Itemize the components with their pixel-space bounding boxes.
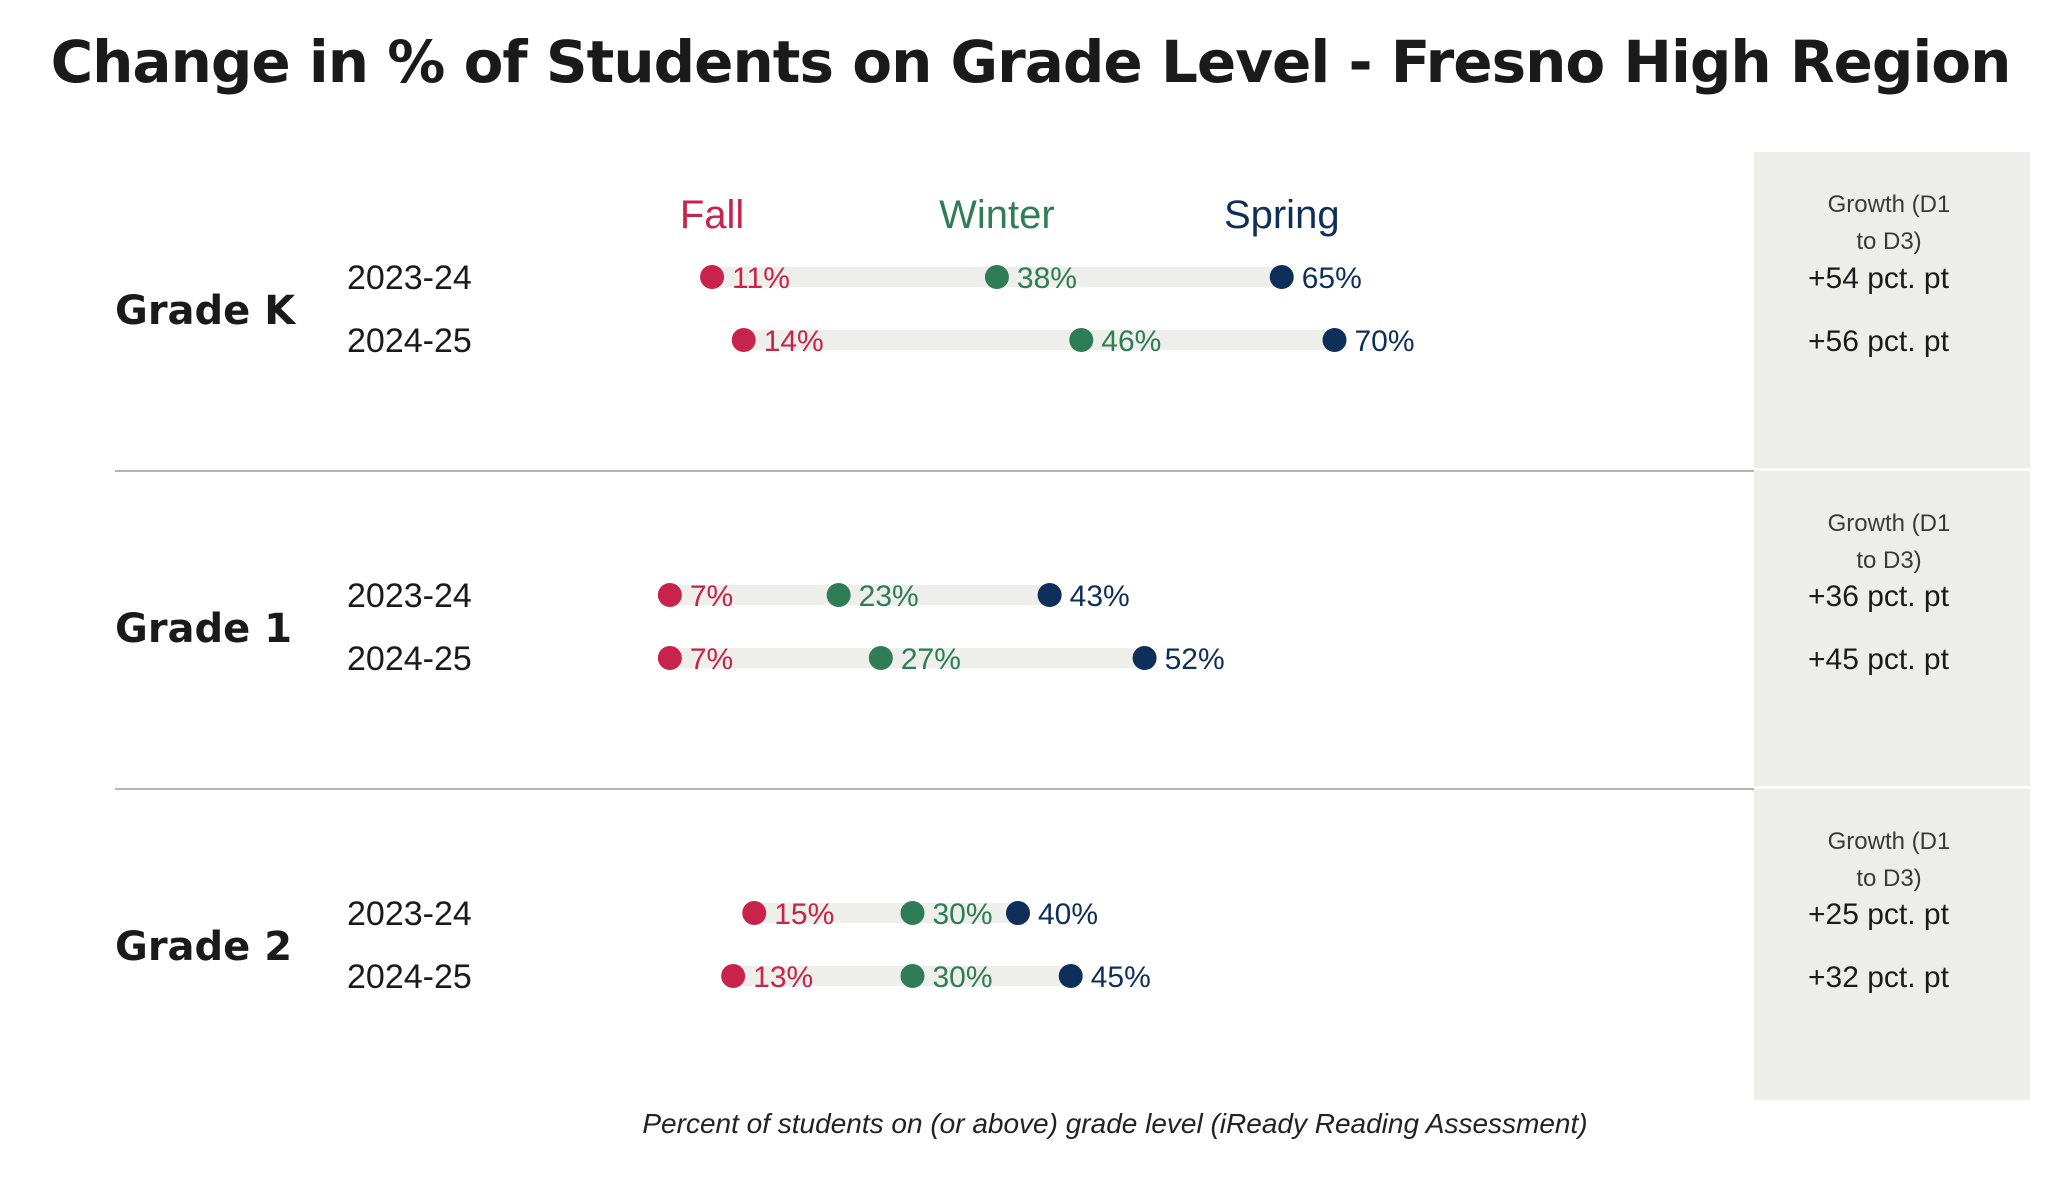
growth-header: to D3): [1856, 228, 1921, 255]
growth-header: to D3): [1856, 865, 1921, 892]
dot-winter: [868, 646, 893, 670]
dot-fall: [657, 583, 682, 607]
dot-spring: [1269, 265, 1294, 289]
year-label: 2024-25: [347, 640, 472, 678]
growth-header: Growth (D1: [1828, 510, 1951, 537]
dot-fall: [657, 646, 682, 670]
grade-label: Grade K: [115, 288, 297, 334]
dot-fall: [721, 964, 746, 988]
growth-value: +32 pct. pt: [1808, 961, 1950, 994]
value-label-spring: 52%: [1165, 643, 1225, 676]
dot-winter: [984, 265, 1009, 289]
value-label-fall: 15%: [774, 898, 834, 931]
year-label: 2023-24: [347, 577, 472, 615]
dot-spring: [1058, 964, 1083, 988]
dot-fall: [742, 901, 767, 925]
year-label: 2023-24: [347, 895, 472, 933]
value-label-spring: 45%: [1091, 961, 1151, 994]
value-label-winter: 23%: [859, 580, 919, 613]
value-label-winter: 30%: [933, 961, 993, 994]
growth-header: Growth (D1: [1828, 828, 1951, 855]
growth-panel: [1754, 789, 2030, 1100]
value-label-winter: 30%: [933, 898, 993, 931]
growth-value: +25 pct. pt: [1808, 898, 1950, 931]
growth-value: +36 pct. pt: [1808, 580, 1950, 613]
chart-title: Change in % of Students on Grade Level -…: [50, 28, 2012, 96]
value-label-spring: 40%: [1038, 898, 1098, 931]
value-label-spring: 70%: [1355, 325, 1415, 358]
dot-winter: [900, 964, 925, 988]
chart-caption: Percent of students on (or above) grade …: [642, 1108, 1588, 1139]
year-label: 2024-25: [347, 322, 472, 360]
growth-panel: [1754, 152, 2030, 468]
value-label-winter: 46%: [1101, 325, 1161, 358]
dot-fall: [700, 265, 725, 289]
growth-panel: [1754, 471, 2030, 786]
growth-value: +56 pct. pt: [1808, 325, 1950, 358]
value-label-spring: 65%: [1302, 262, 1362, 295]
growth-header: to D3): [1856, 547, 1921, 574]
legend-spring: Spring: [1224, 193, 1340, 237]
dot-winter: [1069, 328, 1094, 352]
value-label-winter: 38%: [1017, 262, 1077, 295]
value-label-fall: 7%: [690, 580, 733, 613]
dot-winter: [900, 901, 925, 925]
grade-label: Grade 1: [115, 606, 292, 652]
value-label-fall: 14%: [764, 325, 824, 358]
dot-spring: [1006, 901, 1030, 925]
value-label-spring: 43%: [1070, 580, 1130, 613]
value-label-fall: 11%: [732, 262, 790, 295]
dot-fall: [731, 328, 756, 352]
year-label: 2023-24: [347, 259, 472, 297]
year-label: 2024-25: [347, 958, 472, 996]
growth-value: +54 pct. pt: [1808, 262, 1950, 295]
dot-winter: [826, 583, 851, 607]
value-label-winter: 27%: [901, 643, 961, 676]
growth-value: +45 pct. pt: [1808, 643, 1950, 676]
value-label-fall: 13%: [753, 961, 813, 994]
legend-fall: Fall: [680, 193, 744, 237]
grade-label: Grade 2: [115, 924, 292, 970]
growth-header: Growth (D1: [1828, 191, 1951, 218]
value-label-fall: 7%: [690, 643, 733, 676]
legend-winter: Winter: [939, 193, 1055, 237]
dot-spring: [1037, 583, 1062, 607]
dot-spring: [1132, 646, 1157, 670]
dot-spring: [1322, 328, 1347, 352]
